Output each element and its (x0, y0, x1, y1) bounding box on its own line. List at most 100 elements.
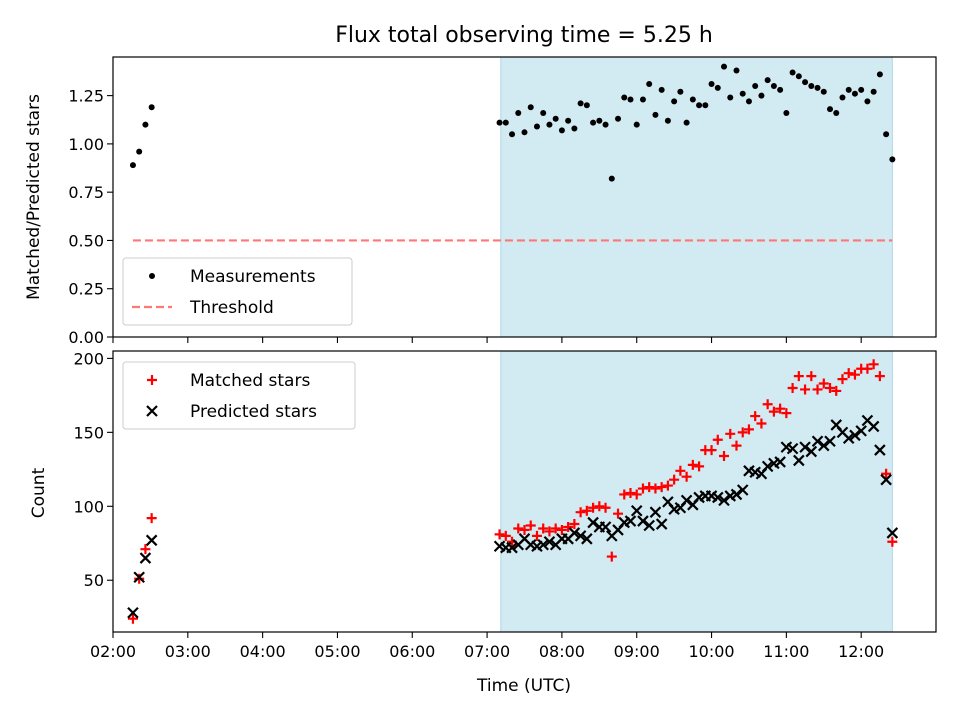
series-matched-stars (127, 359, 898, 624)
predicted-star-point (630, 504, 643, 517)
legend-marker (147, 375, 157, 385)
measurement-point (839, 94, 846, 101)
matched-star-point (887, 536, 898, 547)
x-tick-label: 12:00 (838, 642, 884, 661)
measurement-point (621, 94, 628, 101)
measurement-point (639, 96, 646, 103)
matched-star-point (831, 385, 842, 396)
x-tick-label: 07:00 (464, 642, 510, 661)
x-tick-label: 06:00 (389, 642, 435, 661)
x-tick-label: 02:00 (90, 642, 136, 661)
measurement-point (889, 156, 896, 163)
measurement-point (571, 125, 578, 132)
x-axis-label: Time (UTC) (476, 676, 571, 696)
measurement-point (552, 115, 559, 122)
measurement-point (590, 119, 597, 126)
measurement-point (509, 131, 516, 138)
predicted-star-point (730, 488, 743, 501)
matched-star-point (781, 408, 792, 419)
matched-star-point (631, 489, 642, 500)
measurement-point (671, 98, 678, 105)
observing-interval-shade (500, 56, 893, 338)
measurement-point (142, 121, 149, 128)
predicted-star-point (761, 460, 774, 473)
predicted-star-point (139, 552, 152, 564)
measurement-point (148, 104, 155, 111)
predicted-star-point (867, 420, 880, 433)
legend-box (122, 257, 353, 326)
predicted-star-point (799, 441, 811, 453)
matched-star-point (127, 613, 138, 624)
measurement-point (527, 104, 534, 111)
matched-star-point (494, 529, 505, 540)
x-tick-label: 11:00 (763, 642, 809, 661)
y-tick-label: 0.75 (68, 183, 104, 202)
predicted-star-point (537, 538, 549, 551)
measurement-point (496, 119, 503, 126)
x-tick-label: 05:00 (314, 642, 360, 661)
matched-star-point (650, 483, 661, 494)
measurement-point (558, 127, 565, 134)
measurement-point (808, 82, 815, 89)
measurement-point (783, 110, 790, 116)
series-measurements (129, 63, 896, 182)
measurement-point (851, 90, 858, 97)
predicted-star-point (842, 432, 855, 445)
measurement-point (521, 129, 528, 136)
measurement-point (646, 81, 653, 88)
predicted-star-point (880, 473, 892, 486)
matched-star-point (681, 471, 692, 482)
predicted-star-point (127, 606, 139, 619)
measurement-point (652, 111, 659, 118)
measurement-point (764, 77, 771, 84)
measurement-point (814, 84, 821, 91)
matched-star-point (687, 459, 698, 470)
matched-star-point (874, 371, 885, 382)
x-tick-label: 03:00 (165, 642, 211, 661)
measurement-point (845, 86, 852, 93)
measurement-point (733, 67, 740, 74)
y-tick-label: 1.00 (68, 135, 104, 154)
x-tick-label: 10:00 (688, 642, 734, 661)
measurement-point (739, 90, 746, 97)
matched-star-point (806, 371, 817, 382)
x-tick-label: 08:00 (539, 642, 585, 661)
measurement-point (608, 175, 615, 182)
predicted-star-point (581, 533, 593, 545)
predicted-star-point (786, 442, 799, 455)
matched-star-point (743, 424, 754, 435)
y-tick-label: 50 (84, 571, 104, 590)
matched-star-point (525, 520, 536, 531)
matched-star-point (563, 521, 574, 532)
measurement-point (858, 86, 865, 93)
legend-marker (149, 273, 155, 279)
matched-star-point (706, 445, 717, 456)
matched-star-point (881, 468, 892, 479)
matched-star-point (800, 384, 811, 395)
matched-star-point (712, 434, 723, 445)
matched-star-point (843, 368, 854, 379)
predicted-star-point (543, 536, 556, 548)
matched-star-point (756, 418, 767, 429)
matched-star-point (719, 451, 730, 462)
axes-frame (112, 56, 937, 338)
y-tick-label: 100 (73, 497, 104, 516)
matched-star-point (812, 384, 823, 395)
ratio-panel: 0.00 0.25 0.50 0.75 1.00 1.25 Measurements Thre… (68, 56, 937, 347)
matched-star-point (662, 480, 673, 491)
legend: Matched stars Predicted stars (122, 361, 356, 430)
measurement-point (677, 88, 684, 95)
measurement-point (820, 88, 827, 95)
measurement-point (533, 123, 540, 130)
matched-star-point (619, 489, 630, 500)
measurement-point (727, 94, 734, 101)
measurement-point (658, 86, 665, 93)
measurement-point (702, 102, 709, 109)
legend-box (122, 361, 356, 430)
measurement-point (540, 110, 547, 116)
matched-star-point (675, 465, 686, 476)
predicted-star-point (817, 439, 830, 452)
predicted-star-point (587, 516, 599, 529)
legend-label: Predicted stars (190, 402, 317, 422)
